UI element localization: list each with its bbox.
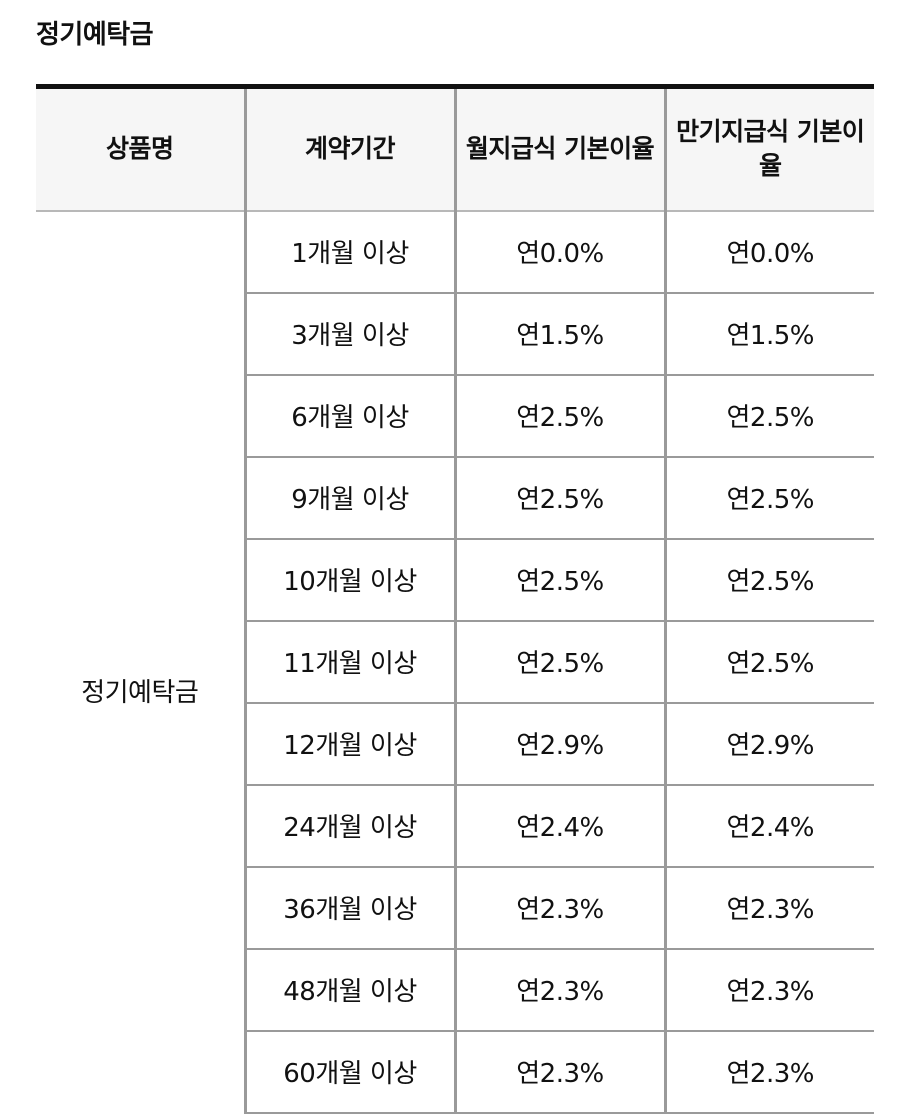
table-row: 3개월 이상 연1.5% 연1.5% [36,292,874,376]
monthly-rate-cell: 연2.3% [455,948,667,1032]
maturity-rate-cell: 연2.3% [665,1030,874,1114]
maturity-rate-cell: 연0.0% [665,210,874,294]
header-contract-period: 계약기간 [245,84,457,212]
monthly-rate-cell: 연2.5% [455,620,667,704]
period-cell: 24개월 이상 [245,784,457,868]
table-row: 6개월 이상 연2.5% 연2.5% [36,374,874,458]
table-row: 12개월 이상 연2.9% 연2.9% [36,702,874,786]
monthly-rate-cell: 연2.4% [455,784,667,868]
monthly-rate-cell: 연2.9% [455,702,667,786]
period-cell: 12개월 이상 [245,702,457,786]
monthly-rate-cell: 연2.3% [455,866,667,950]
table-row: 24개월 이상 연2.4% 연2.4% [36,784,874,868]
monthly-rate-cell: 연2.3% [455,1030,667,1114]
table-body: 정기예탁금 1개월 이상 연0.0% 연0.0% 3개월 이상 연1.5% 연1… [36,210,874,1114]
period-cell: 11개월 이상 [245,620,457,704]
monthly-rate-cell: 연2.5% [455,374,667,458]
monthly-rate-cell: 연2.5% [455,456,667,540]
rate-table: 상품명 계약기간 월지급식 기본이율 만기지급식 기본이율 정기예탁금 1개월 … [36,84,874,1114]
maturity-rate-cell: 연2.5% [665,538,874,622]
period-cell: 60개월 이상 [245,1030,457,1114]
maturity-rate-cell: 연1.5% [665,292,874,376]
table-row: 36개월 이상 연2.3% 연2.3% [36,866,874,950]
table-row: 정기예탁금 1개월 이상 연0.0% 연0.0% [36,210,874,1113]
monthly-rate-cell: 연1.5% [455,292,667,376]
header-monthly-rate: 월지급식 기본이율 [455,84,667,212]
table-row: 48개월 이상 연2.3% 연2.3% [36,948,874,1032]
monthly-rate-cell: 연2.5% [455,538,667,622]
page-title: 정기예탁금 [36,20,154,50]
period-cell: 9개월 이상 [245,456,457,540]
table-row: 11개월 이상 연2.5% 연2.5% [36,620,874,704]
period-cell: 3개월 이상 [245,292,457,376]
table-header: 상품명 계약기간 월지급식 기본이율 만기지급식 기본이율 [36,84,874,212]
table-row: 9개월 이상 연2.5% 연2.5% [36,456,874,540]
maturity-rate-cell: 연2.9% [665,702,874,786]
period-cell: 48개월 이상 [245,948,457,1032]
table-row: 10개월 이상 연2.5% 연2.5% [36,538,874,622]
maturity-rate-cell: 연2.3% [665,948,874,1032]
period-cell: 36개월 이상 [245,866,457,950]
header-row: 상품명 계약기간 월지급식 기본이율 만기지급식 기본이율 [36,84,874,212]
maturity-rate-cell: 연2.4% [665,784,874,868]
period-cell: 10개월 이상 [245,538,457,622]
header-maturity-rate: 만기지급식 기본이율 [665,84,874,212]
monthly-rate-cell: 연0.0% [455,210,667,294]
maturity-rate-cell: 연2.5% [665,374,874,458]
maturity-rate-cell: 연2.3% [665,866,874,950]
period-cell: 6개월 이상 [245,374,457,458]
period-cell: 1개월 이상 [245,210,457,294]
rate-table-container: 상품명 계약기간 월지급식 기본이율 만기지급식 기본이율 정기예탁금 1개월 … [36,84,874,1114]
product-name-cell: 정기예탁금 [36,210,247,1113]
header-product-name: 상품명 [36,84,247,212]
maturity-rate-cell: 연2.5% [665,620,874,704]
maturity-rate-cell: 연2.5% [665,456,874,540]
